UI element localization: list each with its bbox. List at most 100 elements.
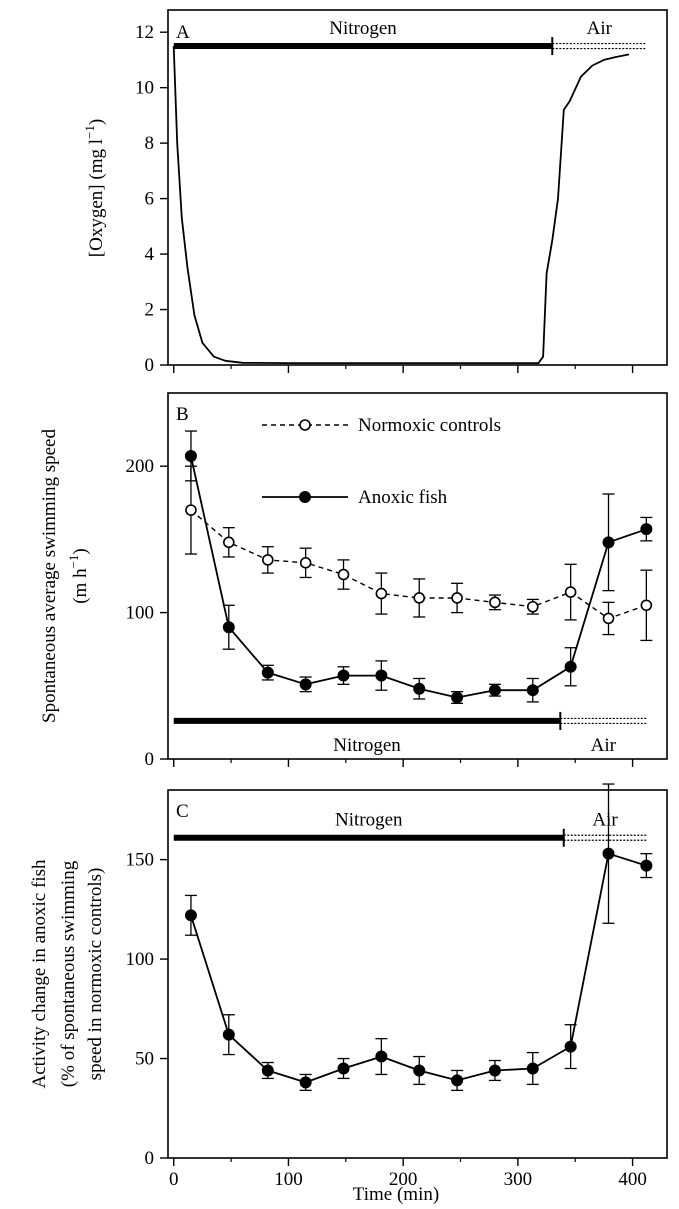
y-axis-title-sup: −1 xyxy=(66,555,81,569)
y-axis-title-line1: Spontaneous average swimming speed xyxy=(39,429,60,723)
data-point xyxy=(413,592,426,604)
data-point xyxy=(299,1076,312,1089)
legend: Normoxic controls Anoxic fish xyxy=(262,415,501,508)
data-point xyxy=(261,1064,274,1077)
series-line xyxy=(190,852,647,1084)
data-point xyxy=(413,682,426,695)
data-point xyxy=(337,568,350,581)
plot-frame xyxy=(167,9,668,366)
x-tick-label: 300 xyxy=(504,1169,533,1190)
y-axis-title-line1: Activity change in anoxic fish xyxy=(29,859,50,1088)
data-point xyxy=(564,660,577,673)
data-point xyxy=(451,1074,464,1087)
y-axis-title: [Oxygen] (mg l−1) xyxy=(82,119,107,257)
y-axis-title-sup: −1 xyxy=(82,125,97,139)
data-point xyxy=(337,669,350,682)
data-point xyxy=(375,1050,388,1063)
y-tick-label: 0 xyxy=(145,355,155,376)
data-point xyxy=(261,554,274,566)
panel-b: B Spontaneous average swimming speed (m … xyxy=(39,392,668,770)
data-point xyxy=(451,592,463,604)
air-label: Air xyxy=(587,18,613,39)
legend-marker-normoxic xyxy=(299,419,311,431)
x-tick-label: 100 xyxy=(274,1169,303,1190)
air-label: Air xyxy=(591,735,617,756)
data-point xyxy=(488,684,501,697)
data-point xyxy=(184,909,197,922)
data-point xyxy=(413,1064,426,1077)
data-point xyxy=(526,684,539,697)
panel-c: C Activity change in anoxic fish (% of s… xyxy=(29,783,668,1205)
x-axis-title: Time (min) xyxy=(353,1184,439,1205)
data-point xyxy=(640,859,653,872)
y-tick-label: 50 xyxy=(135,1049,154,1070)
y-tick-label: 2 xyxy=(145,300,155,321)
data-point xyxy=(184,449,197,462)
y-axis-title-line2: (% of spontaneous swimming xyxy=(58,860,79,1087)
legend-marker-anoxic xyxy=(299,491,311,503)
y-tick-label: 6 xyxy=(145,189,155,210)
y-axis-title-2: (% of spontaneous swimming xyxy=(58,860,79,1087)
svg-text:(m h−1): (m h−1) xyxy=(66,548,91,604)
y-axis-title: Spontaneous average swimming speed xyxy=(39,429,60,723)
data-point xyxy=(526,600,539,613)
y-tick-label: 0 xyxy=(145,749,155,770)
plot-frame xyxy=(167,789,668,1159)
y-axis-title-line3: speed in normoxic controls) xyxy=(85,868,106,1081)
svg-text:[Oxygen] (mg l−1): [Oxygen] (mg l−1) xyxy=(82,119,107,257)
y-tick-label: 12 xyxy=(135,22,154,43)
data-point xyxy=(526,1062,539,1075)
data-point xyxy=(261,666,274,679)
y-tick-label: 10 xyxy=(135,78,154,99)
panel-letter: A xyxy=(176,22,190,43)
legend-label-normoxic: Normoxic controls xyxy=(358,415,501,436)
y-axis-title-end: ) xyxy=(86,119,107,125)
data-point xyxy=(185,504,197,516)
y-tick-label: 150 xyxy=(126,850,155,871)
panel-letter: B xyxy=(176,404,189,425)
data-point xyxy=(602,536,615,549)
x-tick-label: 200 xyxy=(389,1169,418,1190)
y-tick-label: 8 xyxy=(145,133,155,154)
data-point xyxy=(337,1062,350,1075)
y-axis-title-2: (m h−1) xyxy=(66,548,91,604)
data-point xyxy=(602,612,615,625)
data-point xyxy=(488,1064,501,1077)
panel-a: A [Oxygen] (mg l−1) 0 2 4 6 8 10 12 Nitrogen Air xyxy=(82,9,668,376)
data-point xyxy=(222,621,235,634)
data-point xyxy=(375,587,388,600)
data-point xyxy=(375,669,388,682)
nitrogen-label: Nitrogen xyxy=(333,735,401,756)
data-point xyxy=(299,678,312,691)
y-tick-label: 100 xyxy=(126,949,155,970)
y-axis-title-3: speed in normoxic controls) xyxy=(85,868,106,1081)
data-point xyxy=(222,536,235,549)
data-point xyxy=(451,691,464,704)
data-point xyxy=(564,586,577,598)
nitrogen-label: Nitrogen xyxy=(335,810,403,831)
series-line xyxy=(172,46,630,364)
panel-letter: C xyxy=(176,801,189,822)
y-axis-title-text: [Oxygen] (mg l xyxy=(86,139,107,257)
y-tick-label: 100 xyxy=(126,603,155,624)
legend-label-anoxic: Anoxic fish xyxy=(358,487,448,508)
x-tick-label: 0 xyxy=(169,1169,179,1190)
data-point xyxy=(602,847,615,860)
data-point xyxy=(640,599,653,612)
y-tick-label: 0 xyxy=(145,1148,155,1169)
plot-frame xyxy=(167,392,668,760)
data-point xyxy=(222,1028,235,1041)
nitrogen-label: Nitrogen xyxy=(329,18,397,39)
y-tick-label: 4 xyxy=(145,244,155,265)
data-point xyxy=(299,557,312,569)
y-axis-title-line2: (m h xyxy=(70,568,91,604)
data-point xyxy=(489,596,501,609)
y-tick-label: 200 xyxy=(126,456,155,477)
data-point xyxy=(640,523,653,536)
y-axis-title-end: ) xyxy=(70,548,91,554)
air-label: Air xyxy=(592,810,618,831)
x-tick-label: 400 xyxy=(618,1169,647,1190)
y-axis-title: Activity change in anoxic fish xyxy=(29,859,50,1088)
data-point xyxy=(564,1040,577,1053)
